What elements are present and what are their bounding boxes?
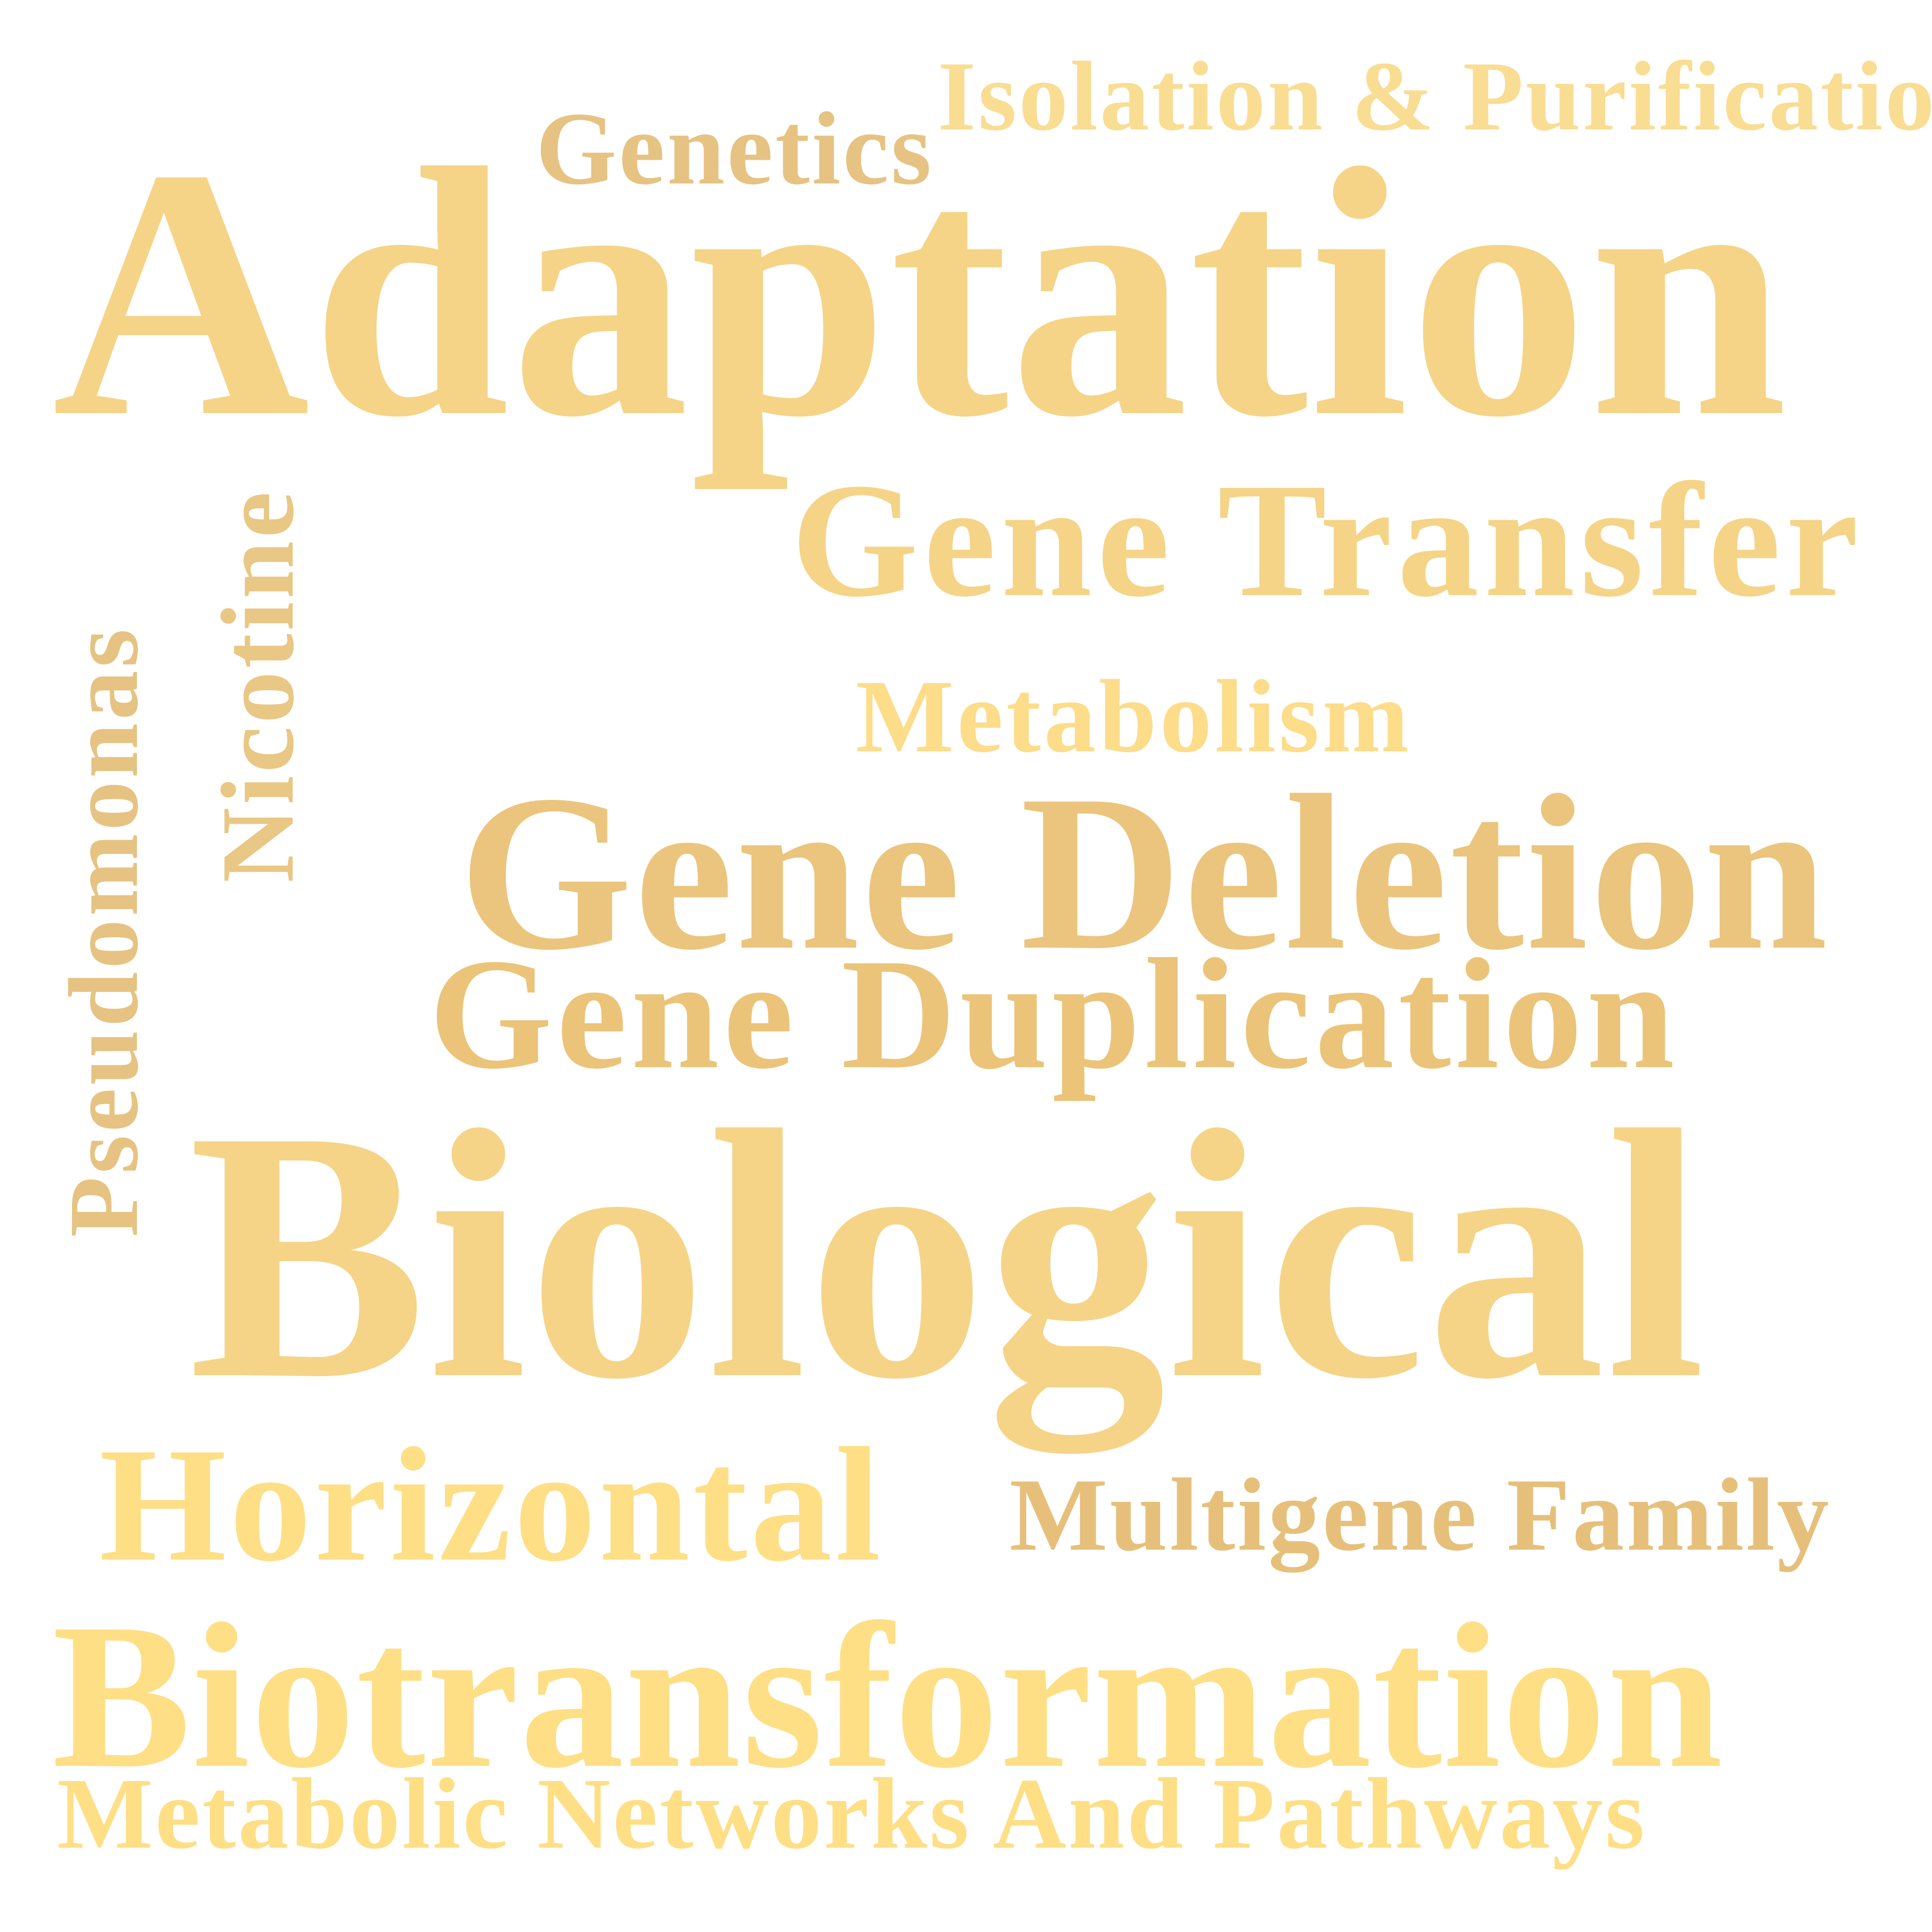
word-genetics: Genetics	[536, 91, 934, 206]
word-nicotine: Nicotine	[200, 488, 315, 883]
word-biological: Biological	[188, 1057, 1706, 1452]
word-gene-duplication: Gene Duplication	[429, 926, 1679, 1102]
word-horizontal: Horizontal	[99, 1414, 884, 1595]
word-isolation-purification: Isolation & Purification	[937, 42, 1932, 151]
word-gene-deletion: Gene Deletion	[459, 749, 1830, 996]
word-multigene-family: Multigene Family	[1009, 1457, 1831, 1572]
word-adaptation: Adaptation	[52, 95, 1789, 490]
word-gene-transfer: Gene Transfer	[791, 450, 1864, 631]
word-metabolism: Metabolism	[856, 659, 1412, 774]
word-biotransformation: Biotransformation	[52, 1580, 1724, 1811]
word-metabolic-networks: Metabolic Networks And Pathways	[57, 1757, 1647, 1870]
word-pseudomonas: Pseudomonas	[49, 626, 159, 1237]
